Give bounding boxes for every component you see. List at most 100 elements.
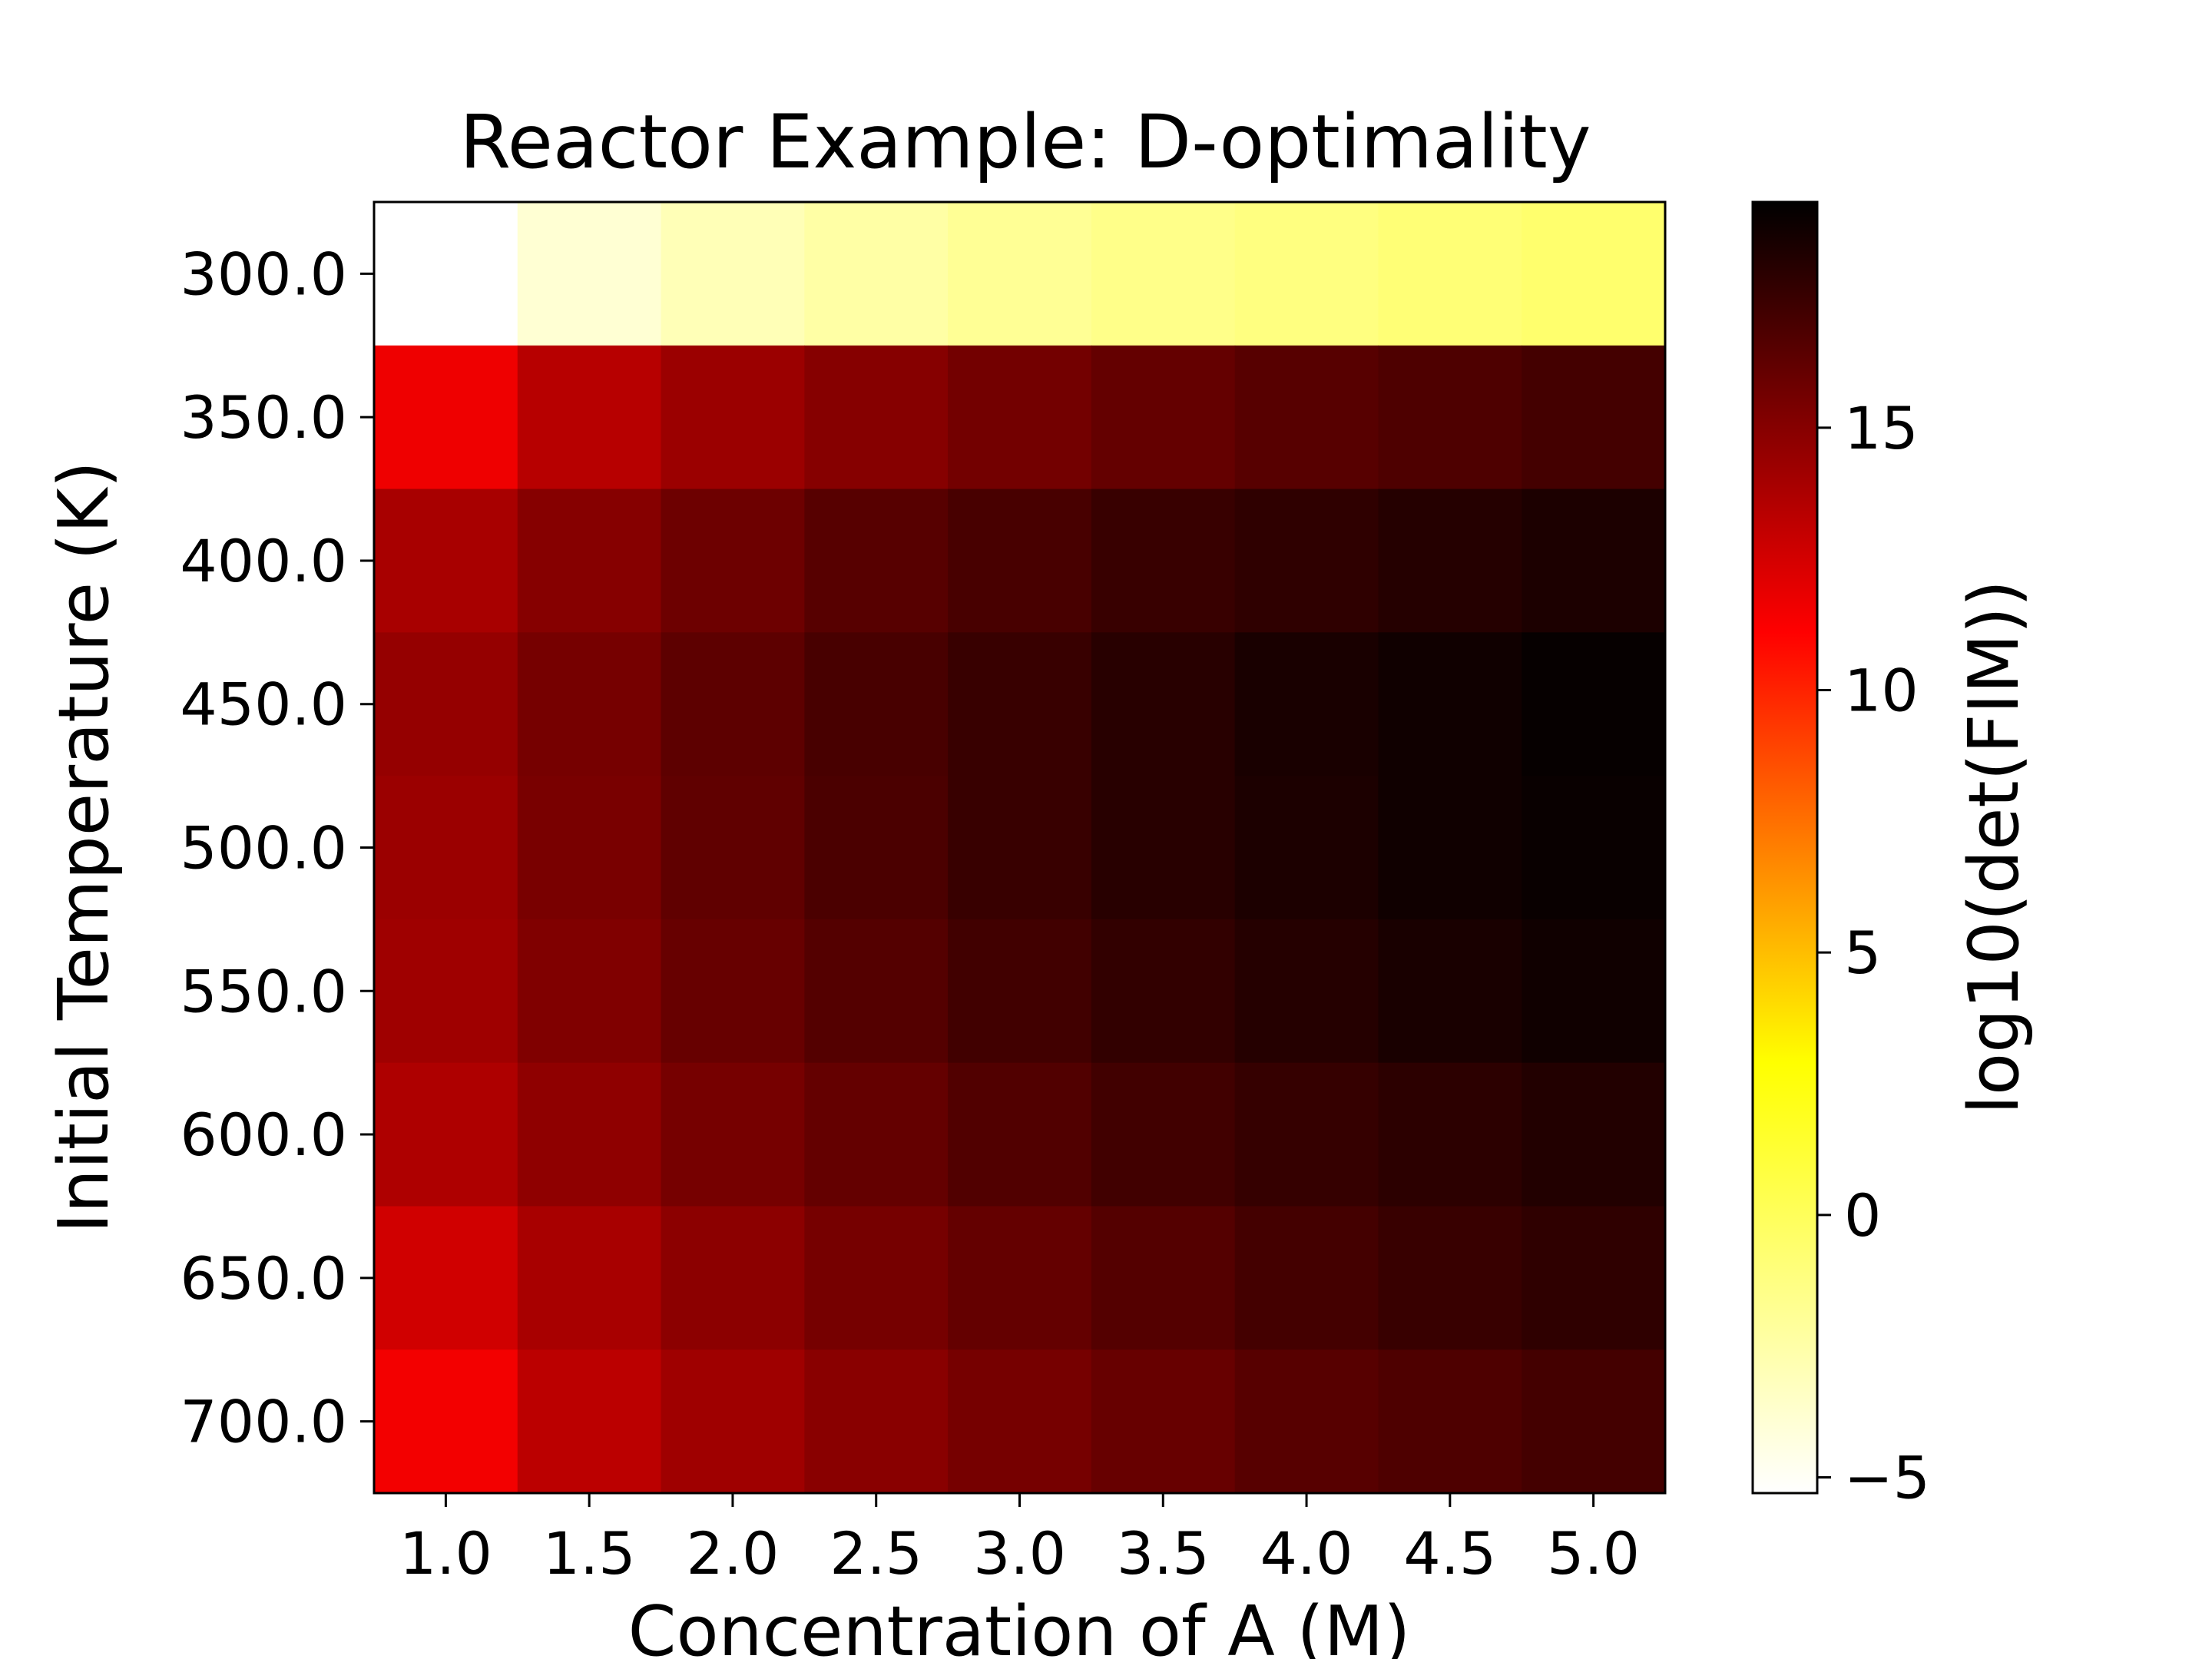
- heatmap-cell: [1378, 632, 1522, 777]
- x-axis-ticks: 1.0 1.5 2.0 2.5 3.0 3.5 4.0 4.5 5.0: [399, 1493, 1640, 1588]
- heatmap-cell: [1091, 488, 1236, 633]
- heatmap-cell: [1522, 345, 1666, 490]
- heatmap-cell: [804, 488, 949, 633]
- heatmap-cell: [661, 776, 805, 920]
- colorbar-label: log10(det(FIM)): [1954, 580, 2035, 1114]
- heatmap-cell: [804, 345, 949, 490]
- heatmap-cell: [1378, 488, 1522, 633]
- y-axis-label: Initial Temperature (K): [44, 461, 124, 1233]
- heatmap-cell: [661, 1206, 805, 1350]
- heatmap-cell: [948, 345, 1092, 490]
- y-tick-label: 700.0: [180, 1388, 347, 1456]
- heatmap-cell: [804, 919, 949, 1064]
- heatmap-cell: [1378, 202, 1522, 346]
- heatmap-cell: [804, 632, 949, 777]
- y-tick-label: 350.0: [180, 383, 347, 452]
- colorbar: [1751, 200, 1819, 1495]
- colorbar-tick-label: 15: [1844, 394, 1919, 462]
- y-tick-label: 600.0: [180, 1101, 347, 1169]
- x-tick-label: 4.5: [1403, 1519, 1496, 1588]
- heatmap-cell: [1234, 632, 1379, 777]
- heatmap-cell: [948, 776, 1092, 920]
- colorbar-ticks: −5 0 5 10 15: [1817, 394, 1930, 1512]
- heatmap-cell: [517, 919, 662, 1064]
- heatmap-cell: [1378, 1349, 1522, 1494]
- heatmap-cell: [374, 632, 518, 777]
- heatmap-cell: [1522, 776, 1666, 920]
- heatmap-cell: [804, 202, 949, 346]
- heatmap-cell: [1234, 776, 1379, 920]
- heatmap-cell: [1522, 919, 1666, 1064]
- heatmap-cell: [1091, 1349, 1236, 1494]
- heatmap-cell: [517, 345, 662, 490]
- heatmap-cell: [1378, 1062, 1522, 1207]
- colorbar-tick-label: 0: [1844, 1181, 1881, 1250]
- heatmap-cell: [948, 1062, 1092, 1207]
- chart-title: Reactor Example: D-optimality: [459, 99, 1591, 185]
- heatmap-cell: [1522, 1206, 1666, 1350]
- heatmap-cell: [948, 632, 1092, 777]
- heatmap-cell: [374, 919, 518, 1064]
- heatmap-cell: [804, 1349, 949, 1494]
- heatmap-cell: [374, 1062, 518, 1207]
- y-axis-ticks: 300.0 350.0 400.0 450.0 500.0 550.0 600.0 650.0…: [180, 240, 374, 1456]
- heatmap-cell: [661, 345, 805, 490]
- heatmap-cell: [374, 345, 518, 490]
- heatmap-cell: [517, 1062, 662, 1207]
- heatmap-cell: [374, 1349, 518, 1494]
- heatmap-cell: [1522, 1062, 1666, 1207]
- colorbar-tick-label: 5: [1844, 919, 1881, 987]
- heatmap-cell: [1234, 1349, 1379, 1494]
- heatmap-cell: [374, 202, 518, 346]
- x-tick-label: 4.0: [1260, 1519, 1353, 1588]
- x-tick-label: 5.0: [1547, 1519, 1640, 1588]
- heatmap-cell: [1234, 202, 1379, 346]
- heatmap-cell: [948, 202, 1092, 346]
- heatmap-cell: [1091, 345, 1236, 490]
- heatmap-cell: [1091, 202, 1236, 346]
- heatmap-cell: [661, 1349, 805, 1494]
- heatmap-cell: [374, 776, 518, 920]
- heatmap-cell: [374, 488, 518, 633]
- heatmap-cell: [804, 1062, 949, 1207]
- heatmap-cell: [1091, 1062, 1236, 1207]
- heatmap-cell: [374, 1206, 518, 1350]
- heatmap-cell: [948, 1349, 1092, 1494]
- y-tick-label: 650.0: [180, 1244, 347, 1313]
- heatmap-cells: [374, 202, 1666, 1494]
- heatmap-cell: [1522, 632, 1666, 777]
- heatmap-cell: [1522, 488, 1666, 633]
- heatmap-cell: [948, 1206, 1092, 1350]
- heatmap-cell: [517, 632, 662, 777]
- y-tick-label: 550.0: [180, 957, 347, 1025]
- heatmap-cell: [1234, 919, 1379, 1064]
- heatmap-cell: [661, 1062, 805, 1207]
- heatmap-cell: [517, 488, 662, 633]
- heatmap-cell: [1378, 345, 1522, 490]
- y-tick-label: 500.0: [180, 814, 347, 882]
- heatmap-cell: [1091, 1206, 1236, 1350]
- heatmap-cell: [1234, 1206, 1379, 1350]
- colorbar-tick-label: 10: [1844, 657, 1919, 725]
- x-axis-label: Concentration of A (M): [628, 1591, 1411, 1659]
- heatmap-cell: [804, 1206, 949, 1350]
- y-tick-label: 400.0: [180, 527, 347, 595]
- heatmap-cell: [661, 632, 805, 777]
- heatmap-cell: [517, 1349, 662, 1494]
- x-tick-label: 3.0: [973, 1519, 1066, 1588]
- heatmap-cell: [948, 488, 1092, 633]
- heatmap-cell: [1378, 919, 1522, 1064]
- y-tick-label: 450.0: [180, 671, 347, 739]
- heatmap-cell: [1091, 776, 1236, 920]
- heatmap-cell: [1378, 776, 1522, 920]
- heatmap-cell: [661, 202, 805, 346]
- heatmap-cell: [517, 1206, 662, 1350]
- x-tick-label: 2.0: [687, 1519, 780, 1588]
- heatmap-cell: [1234, 345, 1379, 490]
- heatmap-cell: [1234, 1062, 1379, 1207]
- heatmap-cell: [1522, 202, 1666, 346]
- y-tick-label: 300.0: [180, 240, 347, 308]
- colorbar-tick-label: −5: [1844, 1444, 1930, 1512]
- x-tick-label: 2.5: [830, 1519, 922, 1588]
